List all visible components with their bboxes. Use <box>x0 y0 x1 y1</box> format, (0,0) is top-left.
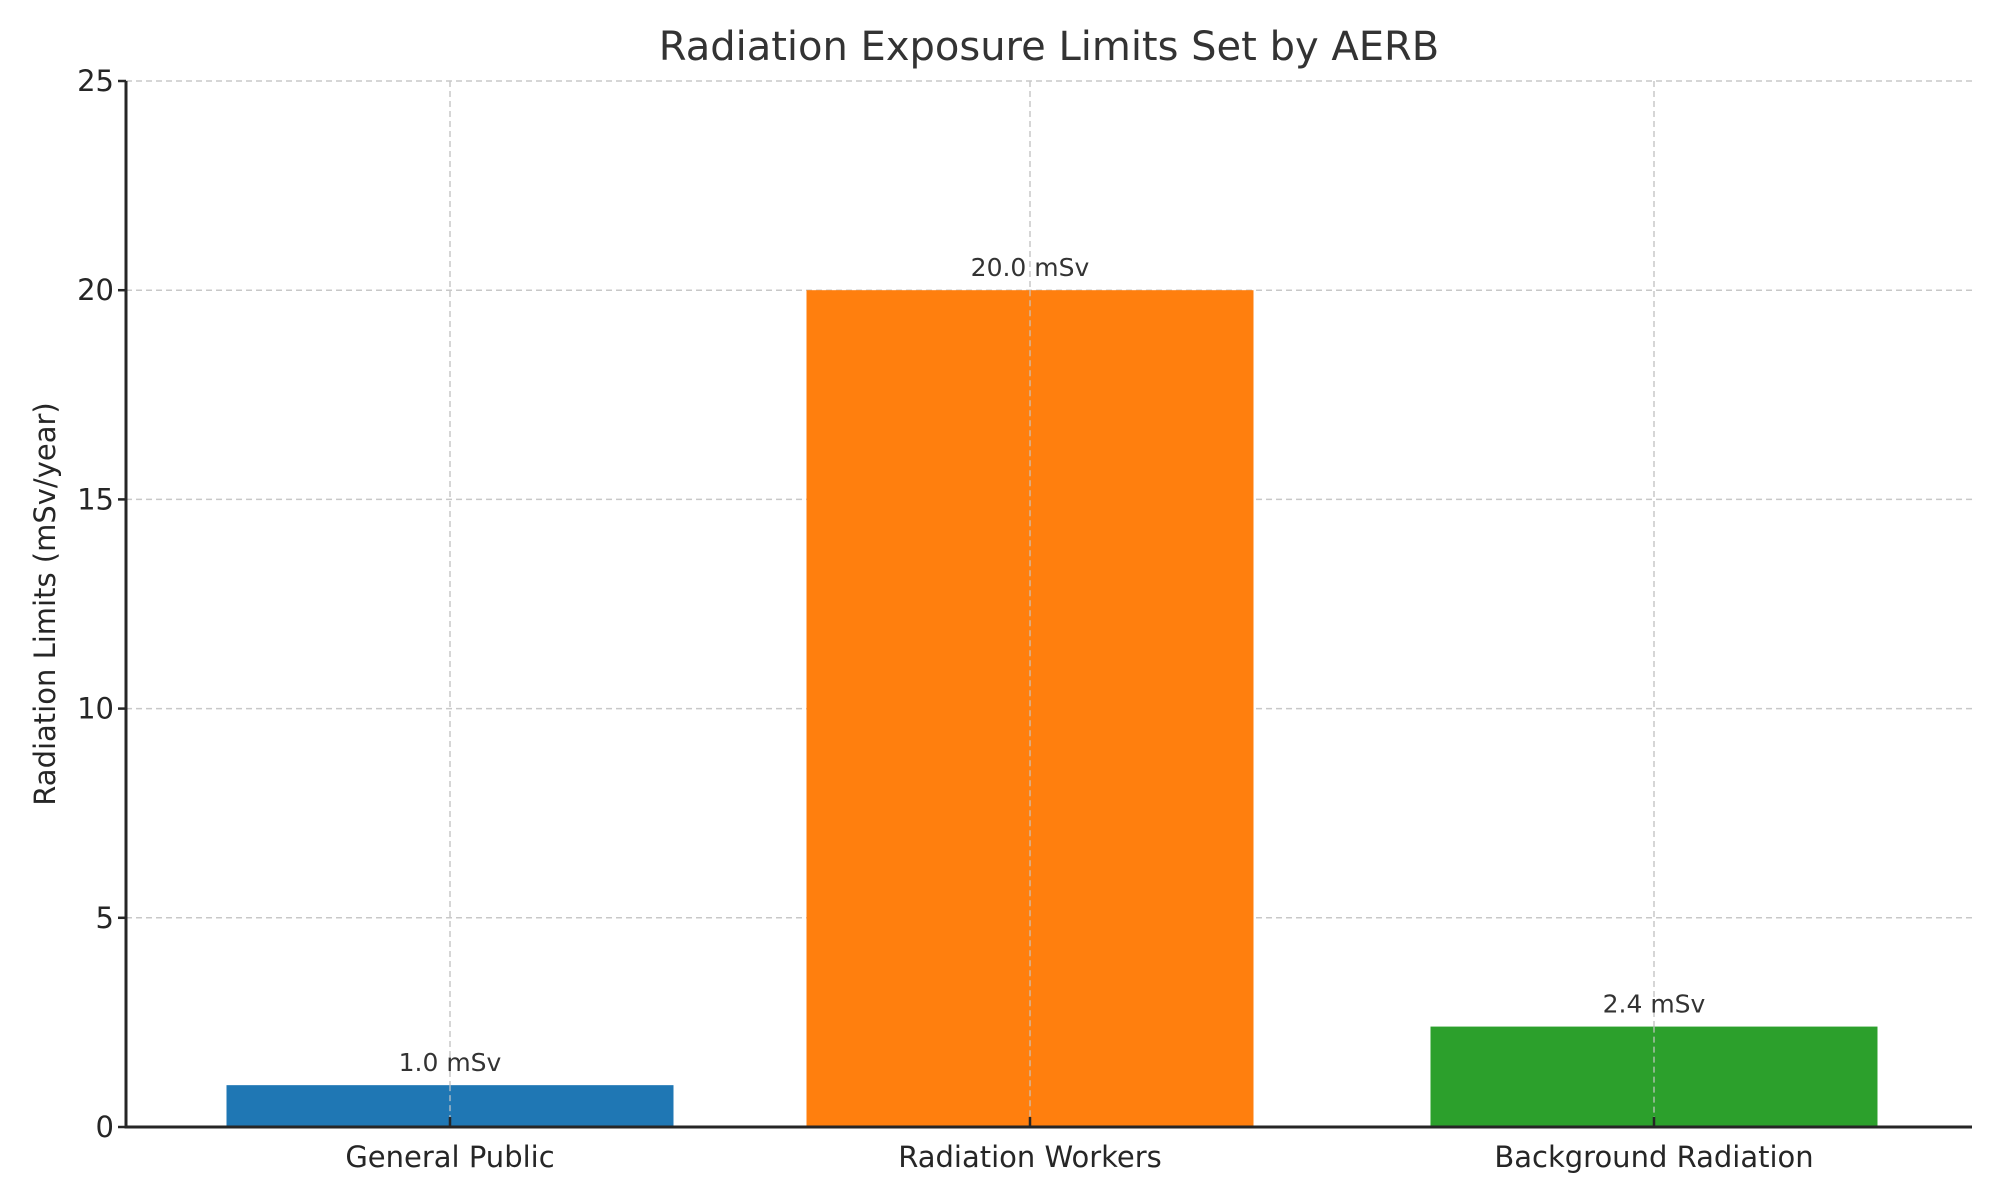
y-tick-label: 10 <box>77 692 114 726</box>
axes: 0 5 10 15 20 25 General Public Radiation Worker… <box>77 64 1972 1174</box>
bars: 1.0 mSv 20.0 mSv 2.4 mSv <box>226 253 1878 1127</box>
x-tick-label: Radiation Workers <box>898 1140 1162 1174</box>
y-tick-label: 5 <box>96 901 114 935</box>
bar-value-label: 1.0 mSv <box>399 1048 502 1077</box>
bar-radiation-workers <box>806 290 1254 1127</box>
y-tick-label: 20 <box>77 273 114 307</box>
y-tick-label: 0 <box>96 1110 114 1144</box>
chart-title: Radiation Exposure Limits Set by AERB <box>659 24 1439 70</box>
x-tick-label: General Public <box>345 1140 554 1174</box>
bar-value-label: 2.4 mSv <box>1603 990 1706 1019</box>
y-tick-label: 25 <box>77 64 114 98</box>
y-axis-label: Radiation Limits (mSv/year) <box>28 402 62 805</box>
bar-value-label: 20.0 mSv <box>971 253 1090 282</box>
y-tick-label: 15 <box>77 482 114 516</box>
x-tick-label: Background Radiation <box>1494 1140 1813 1174</box>
